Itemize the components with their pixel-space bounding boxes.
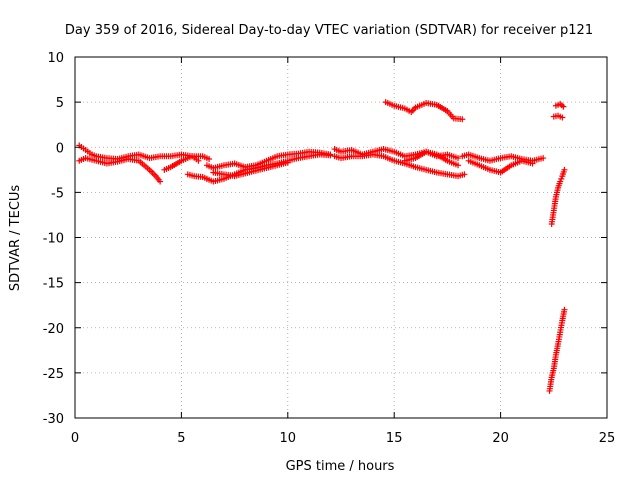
y-tick-label: -25 bbox=[43, 367, 64, 382]
y-tick-label: 10 bbox=[47, 51, 64, 66]
series-track-i bbox=[331, 151, 468, 180]
x-tick-label: 20 bbox=[492, 431, 509, 446]
x-tick-label: 25 bbox=[599, 431, 616, 446]
series-track-o bbox=[550, 112, 566, 121]
axis-ticks: 0 5 10 15 20 25 10 5 0 -5 -10 -15 -20 -25 -30 bbox=[43, 51, 616, 446]
y-tick-label: 0 bbox=[56, 141, 64, 156]
y-tick-label: -20 bbox=[43, 322, 64, 337]
x-axis-label: GPS time / hours bbox=[286, 459, 395, 474]
y-tick-label: -5 bbox=[51, 186, 64, 201]
series-track-p bbox=[552, 100, 567, 110]
data-point-marker bbox=[558, 175, 565, 182]
data-point-marker bbox=[327, 152, 334, 159]
series-track-l bbox=[459, 151, 547, 164]
data-point-marker bbox=[529, 160, 536, 167]
data-point-marker bbox=[560, 103, 567, 110]
x-tick-label: 0 bbox=[71, 431, 79, 446]
series-track-g bbox=[210, 159, 291, 180]
data-point-marker bbox=[284, 159, 291, 166]
series-track-j bbox=[382, 99, 466, 123]
data-point-marker bbox=[206, 155, 213, 162]
data-point-marker bbox=[459, 116, 466, 123]
data-point-marker bbox=[561, 166, 568, 173]
data-point-marker bbox=[561, 306, 568, 313]
series-track-n bbox=[548, 166, 568, 227]
data-point-marker bbox=[540, 155, 547, 162]
grid-lines bbox=[75, 57, 607, 418]
data-point-marker bbox=[557, 178, 564, 185]
x-tick-label: 15 bbox=[386, 431, 403, 446]
chart-title: Day 359 of 2016, Sidereal Day-to-day VTE… bbox=[65, 23, 593, 38]
series-track-m bbox=[465, 157, 536, 176]
y-tick-label: 5 bbox=[56, 96, 64, 111]
data-point-marker bbox=[157, 178, 164, 185]
y-tick-label: -30 bbox=[43, 412, 64, 427]
data-points bbox=[76, 99, 568, 394]
series-track-k bbox=[401, 148, 462, 169]
data-point-marker bbox=[455, 162, 462, 169]
series-track-b bbox=[76, 155, 164, 185]
data-point-marker bbox=[461, 171, 468, 178]
y-axis-label: SDTVAR / TECUs bbox=[8, 185, 23, 292]
series-track-c bbox=[161, 153, 213, 173]
y-tick-label: -10 bbox=[43, 232, 64, 247]
series-track-q bbox=[546, 306, 568, 394]
data-point-marker bbox=[455, 155, 462, 162]
y-tick-label: -15 bbox=[43, 277, 64, 292]
x-tick-label: 5 bbox=[177, 431, 185, 446]
x-tick-label: 10 bbox=[280, 431, 297, 446]
data-point-marker bbox=[559, 114, 566, 121]
